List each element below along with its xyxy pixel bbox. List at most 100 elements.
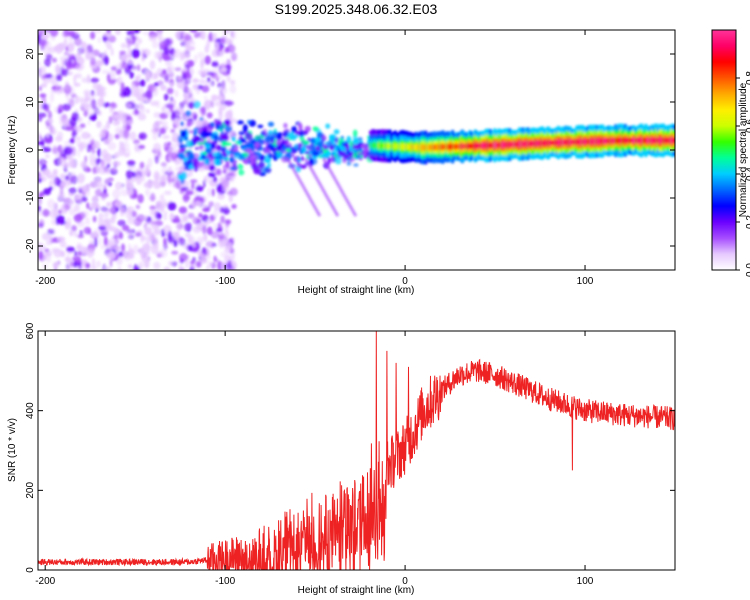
spectrogram-noise-blob: [179, 188, 185, 195]
spectrogram-noise-blob: [224, 226, 229, 234]
spectrogram-noise-blob: [63, 146, 73, 156]
spectrogram-noise-blob: [168, 166, 173, 173]
spectrogram-noise-blob: [100, 192, 109, 199]
spectrogram-noise-blob: [44, 58, 51, 67]
spectrogram-noise-blob: [158, 248, 168, 258]
spectrogram-noise-blob: [158, 132, 162, 138]
spectrogram-cluster-blob: [225, 160, 230, 169]
spectrogram-noise-blob: [177, 76, 182, 81]
spectrogram-noise-blob: [47, 228, 55, 235]
spectrogram-noise-blob: [98, 132, 106, 139]
spectrogram-noise-blob: [90, 139, 95, 146]
spectrogram-noise-blob: [98, 212, 104, 222]
spectrogram-noise-blob: [213, 222, 218, 231]
spectrogram-noise-blob: [224, 219, 232, 225]
spectrogram-noise-blob: [107, 142, 117, 151]
spectrogram-cluster-blob: [298, 123, 303, 132]
spectrogram-noise-blob: [220, 177, 227, 184]
spectrogram-noise-blob: [38, 30, 44, 37]
spectrogram-noise-blob: [41, 169, 51, 176]
snr-y-tick-label: 600: [25, 322, 36, 339]
spectrogram-noise-blob: [153, 51, 161, 60]
spectrogram-noise-blob: [170, 152, 178, 160]
spectrogram-cluster-blob: [224, 125, 233, 133]
spectrogram-noise-blob: [103, 55, 109, 66]
spectrogram-cluster-blob: [301, 140, 310, 145]
spectrogram-noise-blob: [45, 53, 53, 61]
spectrogram-cluster-blob: [246, 119, 251, 124]
spectrogram-noise-blob: [93, 237, 98, 248]
spectrogram-cluster-blob: [352, 151, 358, 159]
spectrogram-noise-blob: [187, 235, 192, 244]
spectrogram-cluster-blob: [192, 135, 200, 143]
spectrogram-cluster-blob: [237, 163, 244, 170]
spectrogram-cluster-blob: [346, 160, 352, 166]
spectrogram-cluster-blob: [362, 149, 367, 158]
spectrogram-noise-blob: [106, 43, 113, 50]
spectrogram-noise-blob: [174, 89, 179, 98]
spectrogram-noise-blob: [130, 35, 136, 40]
spectrogram-noise-blob: [156, 200, 163, 211]
spectrogram-noise-blob: [91, 258, 96, 268]
spectrogram-noise-blob: [150, 224, 159, 229]
spectrogram-noise-blob: [64, 140, 72, 148]
spectrogram-cluster-blob: [281, 156, 289, 163]
spectrogram-streak-blob: [335, 213, 339, 217]
spectrogram-noise-blob: [152, 132, 158, 141]
spectrogram-noise-blob: [83, 110, 89, 117]
spectrogram-cluster-blob: [300, 156, 305, 162]
spectrogram-noise-blob: [38, 198, 43, 206]
spectrogram-noise-blob: [114, 245, 122, 251]
spectrogram-noise-blob: [42, 208, 50, 217]
spectrogram-noise-blob: [226, 44, 236, 54]
spectrogram-noise-blob: [95, 188, 102, 197]
spectrogram-y-tick-label: -10: [25, 190, 36, 205]
spectrogram-noise-blob: [207, 261, 213, 267]
spectrogram-noise-blob: [104, 178, 111, 185]
spectrogram-noise-blob: [74, 30, 79, 35]
spectrogram-noise-blob: [148, 34, 157, 42]
spectrogram-noise-blob: [218, 95, 225, 102]
snr-x-tick-label: -200: [35, 576, 55, 587]
spectrogram-cluster-blob: [349, 140, 354, 147]
spectrogram-noise-blob: [202, 247, 210, 256]
spectrogram-noise-blob: [118, 251, 124, 258]
spectrogram-noise-blob: [214, 74, 223, 80]
spectrogram-noise-blob: [43, 188, 51, 196]
spectrogram-noise-blob: [126, 254, 135, 260]
spectrogram-noise-blob: [202, 225, 207, 235]
spectrogram-noise-blob: [86, 202, 90, 210]
spectrogram-noise-blob: [43, 46, 50, 56]
spectrogram-noise-blob: [85, 248, 95, 257]
spectrogram-noise-blob: [132, 65, 137, 72]
spectrogram-noise-blob: [217, 193, 225, 200]
spectrogram-cluster-blob: [341, 146, 347, 152]
spectrogram-noise-blob: [71, 111, 79, 122]
spectrogram-noise-blob: [185, 190, 194, 196]
spectrogram-noise-blob: [47, 118, 54, 125]
spectrogram-noise-blob: [90, 57, 96, 66]
spectrogram-cluster-blob: [251, 162, 258, 171]
spectrogram-noise-blob: [50, 89, 60, 94]
spectrogram-noise-blob: [54, 106, 59, 114]
spectrogram-cluster-blob: [263, 146, 271, 155]
spectrogram-noise-blob: [52, 261, 59, 269]
spectrogram-noise-blob: [186, 244, 193, 252]
spectrogram-noise-blob: [134, 232, 142, 237]
spectrogram-cluster-blob: [330, 155, 336, 163]
spectrogram-noise-blob: [135, 175, 142, 186]
spectrogram-cluster-blob: [222, 169, 227, 174]
spectrogram-noise-blob: [129, 131, 137, 141]
spectrogram-noise-blob: [222, 182, 230, 192]
spectrogram-noise-blob: [58, 220, 66, 226]
spectrogram-noise-blob: [170, 128, 176, 134]
spectrogram-noise-blob: [66, 253, 70, 262]
spectrogram-noise-blob: [91, 195, 99, 204]
spectrogram-noise-blob: [67, 71, 73, 76]
colorbar-gradient: [712, 30, 736, 270]
spectrogram-noise-blob: [44, 154, 50, 159]
colorbar-label: Normalized spectral amplitude: [738, 82, 749, 217]
snr-y-label: SNR (10 * v/v): [7, 418, 18, 482]
spectrogram-noise-blob: [226, 75, 231, 83]
spectrogram-noise-blob: [59, 55, 69, 63]
